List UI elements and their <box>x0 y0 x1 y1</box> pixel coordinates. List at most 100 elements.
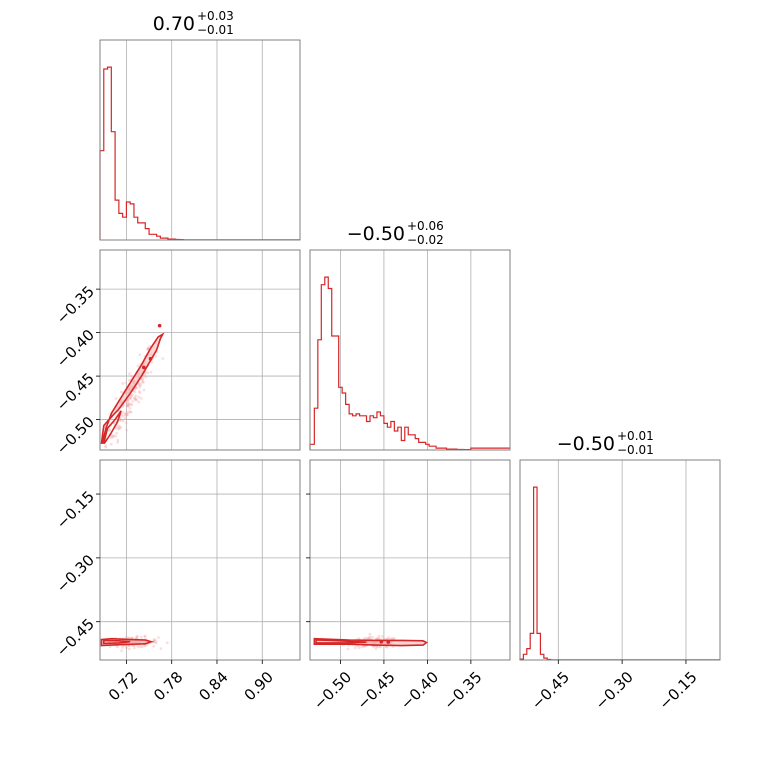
scatter-point <box>368 635 372 639</box>
scatter-point <box>148 344 152 348</box>
scatter-point <box>129 403 133 406</box>
hist-title-median-2: −0.50 <box>557 433 615 455</box>
hist-bg-2 <box>520 460 720 660</box>
scatter-point <box>138 353 142 357</box>
scatter-point <box>136 645 140 648</box>
xtick-label: −0.45 <box>528 668 573 713</box>
scatter-point <box>371 635 374 639</box>
scatter-point <box>142 388 146 392</box>
scatter-point <box>134 636 138 640</box>
scatter-point <box>139 383 142 387</box>
scatter-point <box>125 411 129 415</box>
hist-frame-1 <box>309 249 511 451</box>
scatter-point <box>104 444 107 448</box>
scatter-point <box>119 426 123 430</box>
xtick-label: 0.84 <box>195 668 231 704</box>
scatter-point <box>139 396 143 400</box>
scatter-point <box>137 381 141 385</box>
scatter-point <box>154 640 157 643</box>
scatter-point <box>137 390 141 393</box>
scatter-content-1 <box>100 634 169 653</box>
ytick-label: −0.30 <box>53 551 98 596</box>
scatter-point <box>126 398 130 402</box>
contour-outer-2 <box>313 637 429 647</box>
scatter-point <box>125 404 129 408</box>
scatter-point <box>135 635 139 639</box>
scatter-point <box>141 377 145 381</box>
contour-outer-fill-0 <box>101 334 163 444</box>
hist-title-plus-1: +0.06 <box>407 219 444 233</box>
scatter-point <box>127 402 131 405</box>
scatter-point <box>132 396 136 400</box>
scatter-point <box>115 426 118 430</box>
scatter-point <box>130 403 134 407</box>
scatter-point <box>121 419 125 423</box>
scatter-point <box>116 425 120 429</box>
hist-title-minus-0: −0.01 <box>197 23 234 37</box>
scatter-point <box>143 634 147 638</box>
scatter-point <box>128 410 132 414</box>
scatter-point <box>130 394 133 398</box>
scatter-point <box>116 645 119 649</box>
scatter-point <box>126 413 129 416</box>
scatter-content-2 <box>313 632 429 651</box>
scatter-point <box>121 646 124 649</box>
scatter-point <box>368 632 372 636</box>
scatter-point <box>393 637 396 640</box>
scatter-point <box>126 404 130 408</box>
scatter-point <box>126 403 130 407</box>
scatter-point <box>157 636 160 640</box>
contour-island-2-1 <box>386 640 391 644</box>
scatter-point <box>161 357 165 360</box>
scatter-panel-2 <box>306 459 511 661</box>
scatter-point <box>127 410 131 414</box>
scatter-point <box>143 635 147 638</box>
scatter-point <box>126 399 130 403</box>
scatter-point <box>135 386 138 390</box>
scatter-point <box>366 637 370 641</box>
scatter-point <box>125 646 129 649</box>
scatter-point <box>126 404 130 408</box>
scatter-point <box>128 396 132 400</box>
contour-island-2-0 <box>379 639 384 644</box>
scatter-point <box>146 346 150 350</box>
scatter-point <box>131 636 134 640</box>
scatter-point <box>109 442 113 446</box>
scatter-point <box>124 414 128 417</box>
scatter-point <box>144 375 148 379</box>
scatter-point <box>133 398 137 401</box>
scatter-point <box>138 645 142 649</box>
scatter-point <box>116 438 120 442</box>
scatter-point <box>133 396 137 399</box>
scatter-point <box>129 394 133 398</box>
ytick-label: −0.15 <box>53 487 98 532</box>
scatter-point <box>129 397 133 400</box>
scatter-point <box>131 400 135 403</box>
scatter-point <box>127 396 131 400</box>
xtick-label: 0.72 <box>105 668 141 704</box>
scatter-point <box>115 431 119 435</box>
scatter-bg-2 <box>310 460 510 660</box>
scatter-point <box>364 636 368 640</box>
scatter-point <box>118 425 121 428</box>
scatter-point <box>112 435 115 438</box>
scatter-point <box>119 390 123 394</box>
xtick-label: 0.78 <box>150 668 186 704</box>
scatter-point <box>137 400 141 404</box>
hist-frame-0 <box>99 39 301 241</box>
scatter-point <box>114 434 118 438</box>
scatter-point <box>108 645 112 649</box>
scatter-point <box>137 382 141 386</box>
scatter-point <box>110 436 113 440</box>
scatter-point <box>138 386 142 389</box>
scatter-point <box>368 636 371 640</box>
scatter-point <box>116 440 120 444</box>
hist-title-median-1: −0.50 <box>347 223 405 245</box>
contour-island-0-2 <box>148 356 153 361</box>
scatter-point <box>130 374 133 378</box>
xtick-label: −0.45 <box>353 668 398 713</box>
contour-island-0-1 <box>141 365 146 370</box>
scatter-point <box>377 637 381 640</box>
xtick-label: −0.30 <box>592 668 637 713</box>
